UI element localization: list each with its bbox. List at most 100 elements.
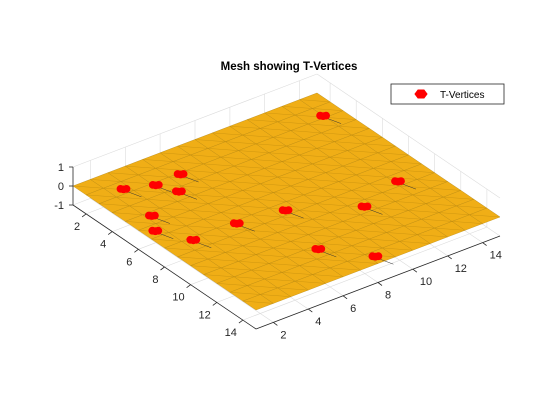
surface-diagonal bbox=[338, 181, 370, 184]
surface-diagonal bbox=[129, 205, 161, 209]
surface-diagonal bbox=[277, 176, 309, 180]
surface-diagonal bbox=[177, 145, 209, 149]
t-vertex-marker bbox=[192, 235, 201, 244]
surface-diagonal bbox=[225, 141, 257, 145]
grid-line bbox=[90, 198, 274, 323]
surface-diagonal bbox=[295, 281, 326, 284]
surface-diagonal bbox=[168, 176, 200, 180]
y-tick-mark bbox=[482, 242, 487, 246]
t-vertex-marker bbox=[317, 245, 326, 253]
surface-diagonal bbox=[247, 174, 278, 178]
surface-diagonal bbox=[321, 132, 352, 136]
surface-diagonal bbox=[286, 256, 318, 260]
surface-diagonal bbox=[282, 106, 313, 109]
surface-diagonal bbox=[430, 188, 461, 191]
surface-diagonal bbox=[395, 201, 426, 204]
surface-diagonal bbox=[142, 159, 174, 162]
surface-diagonal bbox=[269, 263, 300, 266]
surface-diagonal bbox=[360, 159, 392, 162]
surface-diagonal bbox=[373, 223, 405, 227]
surface-diagonal bbox=[190, 210, 222, 213]
surface-diagonal bbox=[186, 170, 217, 173]
surface-diagonal bbox=[199, 179, 230, 182]
surface-diagonal bbox=[194, 250, 226, 253]
surface-diagonal bbox=[321, 243, 352, 246]
t-vertex-marker bbox=[122, 185, 131, 193]
surface-diagonal bbox=[373, 168, 405, 171]
surface-diagonal bbox=[90, 179, 121, 182]
surface-diagonal bbox=[325, 227, 357, 231]
y-tick-mark bbox=[377, 282, 383, 286]
surface-diagonal bbox=[160, 152, 191, 156]
surface-diagonal bbox=[260, 128, 291, 131]
y-tick-label: 4 bbox=[315, 316, 321, 328]
surface-diagonal bbox=[221, 212, 252, 215]
surface-diagonal bbox=[221, 267, 252, 271]
chart-title: Mesh showing T-Vertices bbox=[221, 61, 358, 73]
surface-diagonal bbox=[425, 203, 457, 207]
y-tick-mark bbox=[342, 295, 348, 300]
t-vertex-marker bbox=[284, 206, 293, 215]
surface-diagonal bbox=[242, 190, 274, 193]
surface-diagonal bbox=[343, 221, 374, 224]
surface-diagonal bbox=[421, 219, 453, 222]
surface-diagonal bbox=[382, 247, 413, 251]
t-vertex-marker bbox=[322, 111, 331, 120]
surface-diagonal bbox=[238, 205, 270, 209]
y-tick-mark bbox=[412, 268, 418, 273]
surface-diagonal bbox=[325, 117, 357, 120]
z-tick-label: 1 bbox=[58, 162, 64, 174]
x-tick-mark bbox=[107, 231, 113, 235]
surface-diagonal bbox=[199, 234, 230, 238]
surface-diagonal bbox=[277, 121, 309, 125]
t-vertex-marker bbox=[374, 252, 383, 261]
z-tick-label: 0 bbox=[58, 181, 64, 193]
surface-diagonal bbox=[177, 201, 209, 204]
surface-diagonal bbox=[203, 274, 235, 277]
surface-diagonal bbox=[377, 207, 409, 211]
surface-diagonal bbox=[247, 285, 278, 289]
y-tick-mark bbox=[273, 322, 278, 326]
surface-diagonal bbox=[133, 190, 165, 193]
y-tick-label: 8 bbox=[385, 290, 391, 302]
surface-diagonal bbox=[273, 137, 304, 140]
t-vertex-marker bbox=[154, 181, 163, 189]
surface-diagonal bbox=[338, 126, 370, 129]
t-vertex-marker bbox=[179, 170, 188, 178]
surface-diagonal bbox=[277, 232, 309, 235]
surface-diagonal bbox=[229, 236, 261, 240]
surface-diagonal bbox=[356, 174, 387, 178]
surface-diagonal bbox=[99, 203, 130, 207]
surface-diagonal bbox=[308, 123, 339, 127]
surface-diagonal bbox=[221, 157, 252, 160]
y-tick-label: 6 bbox=[350, 303, 356, 315]
t-vertex-marker bbox=[151, 211, 159, 220]
surface-diagonal bbox=[399, 241, 431, 244]
x-tick-label: 2 bbox=[74, 221, 80, 233]
surface-diagonal bbox=[299, 99, 331, 103]
surface-diagonal bbox=[438, 212, 470, 215]
x-tick-mark bbox=[160, 266, 165, 271]
surface-diagonal bbox=[216, 227, 248, 231]
surface-diagonal bbox=[125, 165, 156, 169]
z-tick-label: -1 bbox=[54, 200, 64, 212]
surface-diagonal bbox=[404, 225, 435, 229]
y-tick-mark bbox=[447, 255, 452, 260]
surface-diagonal bbox=[269, 152, 300, 156]
surface-diagonal bbox=[351, 134, 383, 138]
t-vertex-marker bbox=[235, 219, 244, 228]
surface-diagonal bbox=[351, 190, 383, 193]
surface-diagonal bbox=[208, 148, 239, 151]
x-tick-mark bbox=[238, 319, 244, 324]
surface-diagonal bbox=[120, 181, 152, 184]
surface-diagonal bbox=[216, 283, 248, 286]
surface-diagonal bbox=[225, 196, 257, 200]
surface-diagonal bbox=[386, 232, 418, 235]
surface-diagonal bbox=[242, 134, 274, 138]
surface-diagonal bbox=[168, 232, 200, 235]
surface-diagonal bbox=[408, 210, 440, 213]
surface-diagonal bbox=[282, 216, 313, 220]
surface-diagonal bbox=[382, 192, 413, 196]
surface-diagonal bbox=[208, 203, 239, 207]
